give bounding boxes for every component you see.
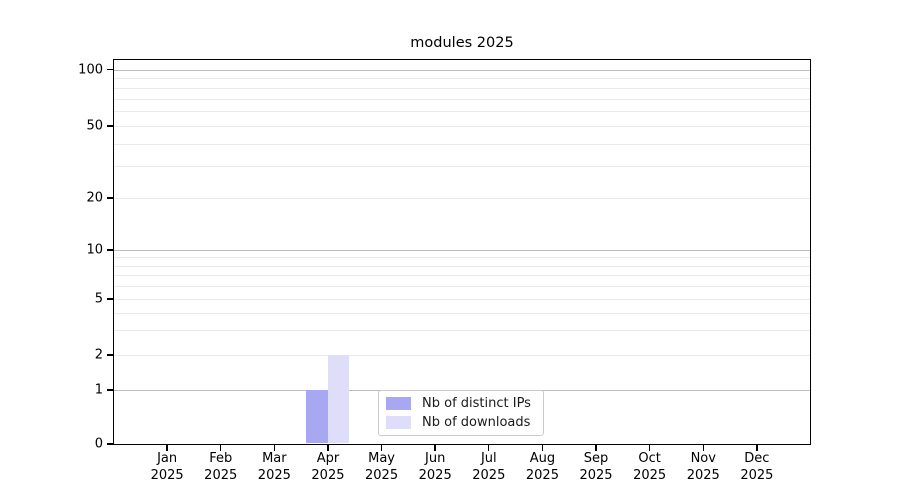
x-tick-mark [166, 445, 168, 451]
x-tick-label-line: 2025 [311, 468, 345, 483]
x-tick-mark [327, 445, 329, 451]
x-tick-mark [488, 445, 490, 451]
y-tick-label: 2 [94, 347, 103, 363]
gridline-minor [114, 265, 810, 267]
x-tick-label-line: 2025 [633, 468, 667, 483]
x-tick-label-line: 2025 [579, 468, 613, 483]
x-tick-label-feb: Feb 2025 [189, 450, 253, 484]
x-tick-label-line: 2025 [740, 468, 774, 483]
x-tick-label-mar: Mar 2025 [242, 450, 306, 484]
x-tick-label-jan: Jan 2025 [135, 450, 199, 484]
gridline-minor [114, 286, 810, 288]
x-tick-label-line: Feb [209, 451, 233, 466]
x-tick-label-line: Sep [583, 451, 609, 466]
legend-swatch-downloads [386, 416, 411, 429]
legend-label-downloads: Nb of downloads [422, 415, 531, 430]
x-tick-label-line: 2025 [418, 468, 452, 483]
x-tick-label-line: Jun [425, 451, 446, 466]
legend-label-distinct-ips: Nb of distinct IPs [422, 396, 531, 411]
y-tick-mark [107, 298, 113, 300]
gridline-minor [114, 257, 810, 259]
gridline-major [114, 69, 810, 71]
x-tick-label-line: 2025 [472, 468, 506, 483]
gridline-minor [114, 275, 810, 277]
x-tick-label-line: Jan [157, 451, 178, 466]
x-tick-mark [595, 445, 597, 451]
y-tick-label: 20 [86, 190, 103, 206]
x-tick-mark [434, 445, 436, 451]
y-tick-mark [107, 354, 113, 356]
gridline-minor [114, 198, 810, 199]
y-tick-label: 0 [94, 436, 103, 452]
gridline-minor [114, 87, 810, 89]
x-tick-label-line: 2025 [257, 468, 291, 483]
legend-item-downloads: Nb of downloads [386, 415, 543, 430]
gridline-minor [114, 330, 810, 332]
x-tick-label-aug: Aug 2025 [510, 450, 574, 484]
y-tick-label: 5 [94, 291, 103, 307]
x-tick-label-line: Mar [262, 451, 287, 466]
y-tick-mark [107, 389, 113, 391]
y-tick-mark [107, 249, 113, 251]
x-tick-label-line: Jul [480, 451, 497, 466]
x-tick-mark [756, 445, 758, 451]
gridline-minor [114, 355, 810, 356]
y-tick-mark [107, 68, 113, 71]
x-tick-label-line: Nov [690, 451, 716, 466]
x-tick-label-line: Aug [529, 451, 556, 466]
gridline-minor [114, 299, 810, 300]
x-tick-label-line: 2025 [525, 468, 559, 483]
gridline-minor [114, 98, 810, 100]
gridline-minor [114, 312, 810, 314]
x-tick-label-line: 2025 [686, 468, 720, 483]
x-tick-mark [273, 445, 276, 451]
x-tick-mark [220, 445, 222, 451]
x-tick-label-dec: Dec 2025 [725, 450, 789, 484]
x-tick-label-line: Apr [316, 451, 340, 466]
gridline-minor [114, 166, 810, 168]
bar-downloads-apr [327, 354, 350, 444]
x-tick-mark [541, 445, 544, 451]
x-tick-label-line: May [368, 451, 395, 466]
x-tick-label-apr: Apr 2025 [296, 450, 360, 484]
legend: Nb of distinct IPs Nb of downloads [378, 390, 544, 436]
x-tick-mark [648, 445, 651, 451]
x-tick-label-may: May 2025 [350, 450, 414, 484]
x-tick-label-oct: Oct 2025 [618, 450, 682, 484]
x-tick-label-jul: Jul 2025 [457, 450, 521, 484]
x-tick-label-nov: Nov 2025 [671, 450, 735, 484]
bar-distinct-ips-apr [306, 389, 328, 444]
y-tick-mark [107, 125, 113, 127]
y-tick-label: 50 [86, 118, 103, 134]
gridline-minor [114, 111, 810, 113]
y-tick-label: 100 [78, 62, 103, 77]
x-tick-mark [702, 445, 704, 451]
chart-title: modules 2025 [410, 35, 514, 51]
y-tick-label: 1 [94, 382, 103, 398]
gridline-minor [114, 143, 810, 145]
legend-swatch-distinct-ips [386, 397, 411, 410]
x-tick-mark [380, 445, 383, 451]
plot-area [113, 59, 811, 445]
y-tick-mark [107, 443, 113, 445]
x-tick-label-line: 2025 [150, 468, 184, 483]
x-tick-label-line: Oct [638, 451, 661, 466]
gridline-major [114, 250, 810, 251]
gridline-minor [114, 78, 810, 80]
x-tick-label-line: 2025 [365, 468, 399, 483]
x-tick-label-jun: Jun 2025 [403, 450, 467, 484]
gridline-minor [114, 126, 810, 127]
y-tick-mark [107, 197, 113, 199]
y-tick-label: 10 [86, 242, 103, 258]
x-tick-label-line: Dec [744, 451, 770, 466]
x-tick-label-line: 2025 [204, 468, 238, 483]
x-tick-label-sep: Sep 2025 [564, 450, 628, 484]
legend-item-distinct-ips: Nb of distinct IPs [386, 396, 543, 411]
